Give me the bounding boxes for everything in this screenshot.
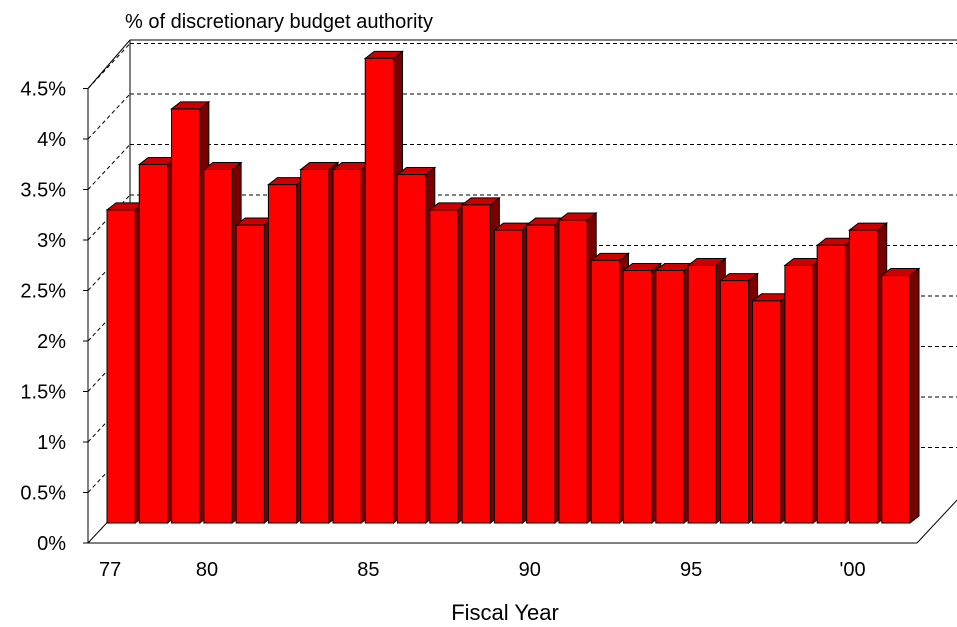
bar-front [622, 270, 653, 524]
bar [105, 201, 146, 525]
x-tick-label: 80 [196, 559, 218, 581]
y-tick-label: 2% [37, 331, 66, 353]
bar-front [881, 275, 911, 524]
bar-front [267, 184, 298, 524]
bar [331, 161, 372, 525]
bar [492, 222, 534, 525]
bar-side [909, 267, 920, 525]
x-tick-label: 95 [680, 559, 702, 581]
bar [589, 252, 630, 525]
y-tick-label: 0% [37, 533, 66, 555]
bar [396, 166, 437, 525]
bar [557, 211, 598, 525]
y-tick-label: 1.5% [20, 382, 66, 404]
bar [363, 50, 404, 525]
bar [299, 161, 340, 525]
bar-front [816, 244, 846, 524]
bar [428, 201, 469, 525]
bar-front [138, 163, 169, 524]
x-tick-labels: 77 80 85 90 95 '00 [99, 559, 866, 581]
x-tick-label: 85 [357, 559, 379, 581]
bar [847, 222, 889, 525]
bar-front [687, 264, 717, 524]
bar [137, 156, 179, 525]
bar [202, 161, 243, 525]
bar [880, 267, 921, 525]
bar-front [719, 280, 750, 524]
y-tick-label: 3.5% [20, 180, 66, 202]
bar [654, 262, 695, 525]
bar-front [558, 219, 588, 524]
x-axis-title: Fiscal Year [451, 600, 559, 625]
bar [460, 196, 501, 525]
y-tick-label: 3% [37, 230, 66, 252]
bar [266, 176, 308, 525]
bars [105, 50, 921, 525]
bar [234, 217, 275, 525]
bar-front [848, 229, 879, 524]
bar [751, 292, 792, 525]
bar [718, 272, 760, 525]
bar-front [171, 108, 201, 524]
bar-front [203, 169, 233, 524]
bar-front [784, 264, 814, 524]
y-tick-label: 4% [37, 129, 66, 151]
bar [686, 257, 727, 525]
bar-front [300, 169, 330, 524]
bar-front [590, 259, 620, 524]
bar-front [461, 204, 491, 524]
bar [170, 100, 211, 525]
bar-front [493, 229, 524, 524]
x-tick-label: 77 [99, 559, 121, 581]
bar-front [397, 174, 427, 524]
bar [622, 262, 663, 525]
bar-front [655, 270, 685, 524]
x-tick-label: '00 [840, 559, 866, 581]
bar-front [526, 224, 556, 524]
bar-front [235, 224, 265, 524]
y-tick-label: 0.5% [20, 483, 66, 505]
y-tick-label: 2.5% [20, 281, 66, 303]
y-tick-label: 4.5% [20, 79, 66, 101]
bar [525, 217, 566, 525]
y-tick-labels: 0% 0.5% 1% 1.5% 2% 2.5% 3% 3.5% 4% 4.5% [20, 79, 66, 556]
x-tick-label: 90 [519, 559, 541, 581]
y-axis-label: % of discretionary budget authority [125, 11, 433, 33]
y-tick-label: 1% [37, 432, 66, 454]
bar-front [364, 57, 395, 524]
bar-front [429, 209, 459, 524]
bar-front [752, 300, 782, 524]
bar-front [332, 169, 362, 524]
bar [815, 237, 856, 525]
bar [783, 257, 824, 525]
bar-front [106, 209, 136, 524]
